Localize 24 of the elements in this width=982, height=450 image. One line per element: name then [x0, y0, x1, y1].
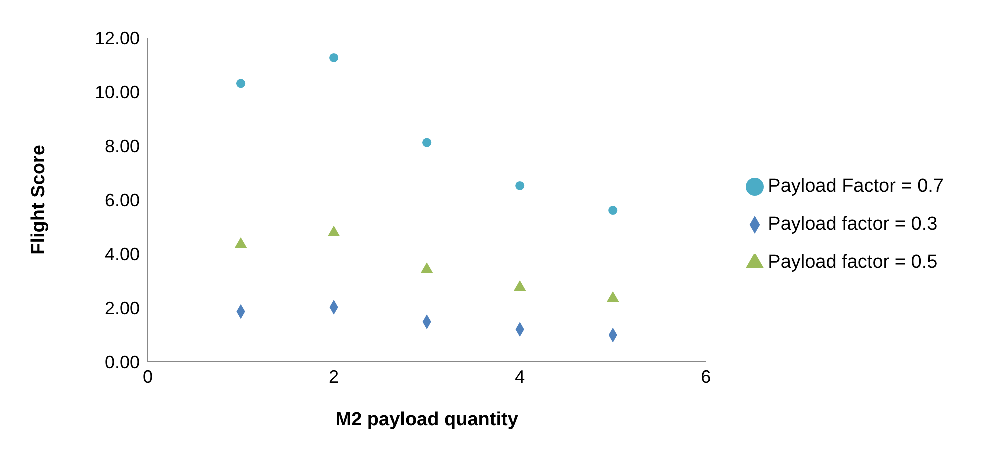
- x-tick-label: 6: [701, 366, 712, 387]
- y-tick-label: 10.00: [94, 82, 140, 102]
- point: [234, 238, 248, 248]
- y-tick-label: 6.00: [104, 190, 140, 210]
- x-axis-title: M2 payload quantity: [336, 409, 519, 430]
- point: [422, 138, 432, 148]
- legend-label: Payload factor = 0.3: [768, 214, 938, 235]
- x-tick-label: 2: [329, 366, 340, 387]
- y-tick-label: 12.00: [94, 28, 140, 48]
- x-tick-label: 4: [515, 366, 526, 387]
- legend-label: Payload factor = 0.5: [768, 252, 938, 273]
- point: [607, 292, 620, 302]
- point: [330, 53, 339, 62]
- y-axis-title: Flight Score: [28, 145, 50, 255]
- point: [236, 79, 246, 88]
- point: [516, 181, 525, 190]
- y-tick-label: 4.00: [104, 244, 140, 264]
- x-tick-label: 0: [142, 366, 154, 387]
- point: [608, 206, 618, 216]
- y-tick-label: 2.00: [104, 298, 140, 318]
- y-tick-label: 0.00: [104, 352, 140, 372]
- point: [420, 262, 434, 274]
- y-tick-label: 8.00: [104, 136, 140, 156]
- legend-label: Payload Factor = 0.7: [768, 176, 944, 197]
